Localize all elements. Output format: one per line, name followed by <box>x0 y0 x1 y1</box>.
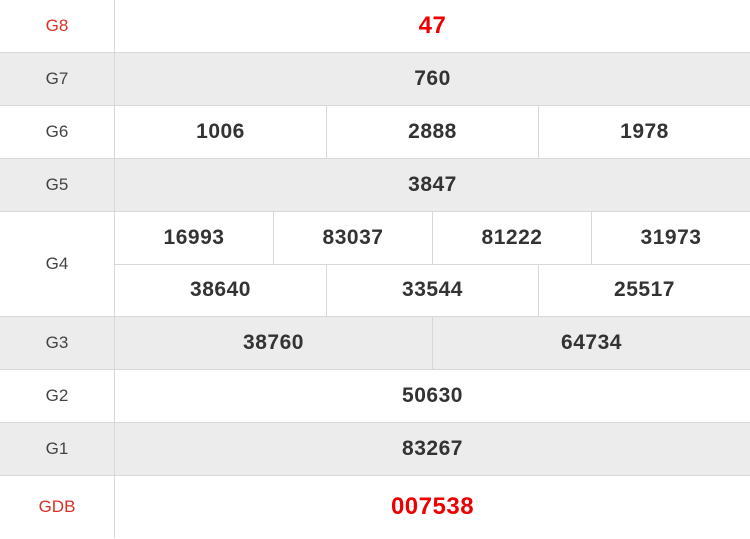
prize-values: 3847 <box>115 159 750 211</box>
prize-line: 760 <box>115 53 750 105</box>
prize-row-g2: G2 50630 <box>0 370 750 423</box>
prize-row-g4: G4 16993 83037 81222 31973 38640 33544 25517 <box>0 212 750 317</box>
prize-line: 50630 <box>115 370 750 422</box>
prize-label-g4: G4 <box>0 212 115 316</box>
prize-label-g7: G7 <box>0 53 115 105</box>
prize-row-g6: G6 1006 2888 1978 <box>0 106 750 159</box>
prize-number: 25517 <box>614 278 675 302</box>
prize-line: 3847 <box>115 159 750 211</box>
prize-number: 1978 <box>620 120 669 143</box>
prize-number: 1006 <box>115 106 327 158</box>
prize-number: 007538 <box>390 493 475 520</box>
prize-row-g7: G7 760 <box>0 53 750 106</box>
prize-line: 47 <box>115 0 750 52</box>
prize-values: 47 <box>115 0 750 52</box>
prize-label-g8: G8 <box>0 0 115 52</box>
prize-label-g1: G1 <box>0 423 115 475</box>
prize-number: 38640 <box>115 264 327 316</box>
prize-number: 16993 <box>115 212 274 264</box>
prize-number: 38760 <box>115 317 433 369</box>
prize-number: 83037 <box>274 212 433 264</box>
prize-row-g1: G1 83267 <box>0 423 750 476</box>
prize-line: 83267 <box>115 423 750 475</box>
prize-number: 33544 <box>327 264 539 316</box>
prize-values: 83267 <box>115 423 750 475</box>
prize-number: 50630 <box>402 384 463 407</box>
prize-line: 38760 64734 <box>115 317 750 369</box>
prize-label-gdb: GDB <box>0 476 115 538</box>
prize-label-g3: G3 <box>0 317 115 369</box>
prize-number: 760 <box>414 67 451 90</box>
prize-values: 16993 83037 81222 31973 38640 33544 25517 <box>115 212 750 316</box>
prize-label-g2: G2 <box>0 370 115 422</box>
prize-values: 1006 2888 1978 <box>115 106 750 158</box>
prize-line: 007538 <box>115 476 750 538</box>
prize-number: 31973 <box>640 225 702 249</box>
prize-number: 2888 <box>327 106 539 158</box>
prize-row-g3: G3 38760 64734 <box>0 317 750 370</box>
prize-line: 16993 83037 81222 31973 <box>115 212 750 265</box>
prize-number: 3847 <box>408 173 457 196</box>
prize-values: 50630 <box>115 370 750 422</box>
prize-row-g5: G5 3847 <box>0 159 750 212</box>
prize-line: 1006 2888 1978 <box>115 106 750 158</box>
prize-number: 64734 <box>561 331 622 354</box>
prize-line: 38640 33544 25517 <box>115 264 750 316</box>
prize-number: 81222 <box>433 212 592 264</box>
prize-values: 760 <box>115 53 750 105</box>
prize-row-g8: G8 47 <box>0 0 750 53</box>
prize-values: 38760 64734 <box>115 317 750 369</box>
prize-values: 007538 <box>115 476 750 538</box>
prize-label-g5: G5 <box>0 159 115 211</box>
prize-label-g6: G6 <box>0 106 115 158</box>
prize-row-gdb: GDB 007538 <box>0 476 750 538</box>
prize-number: 47 <box>418 12 447 39</box>
prize-number: 83267 <box>402 437 463 460</box>
